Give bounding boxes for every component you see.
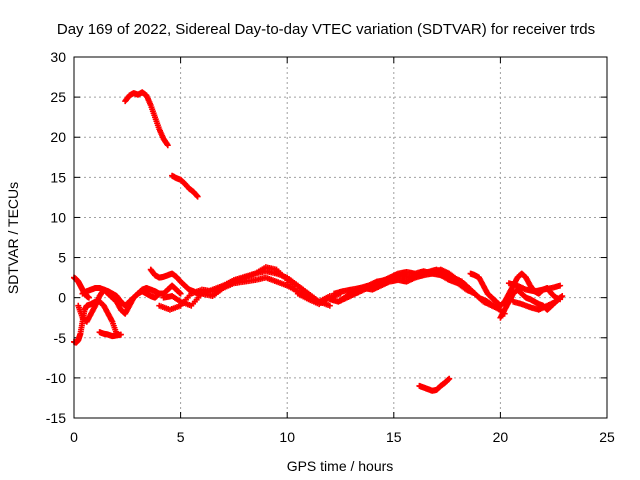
y-tick-label: 5 [58, 250, 66, 266]
x-tick-label: 0 [70, 429, 78, 445]
x-tick-label: 15 [386, 429, 402, 445]
y-tick-label: 30 [50, 49, 66, 65]
y-tick-label: 25 [50, 89, 66, 105]
y-axis-label: SDTVAR / TECUs [5, 182, 21, 294]
data-point [177, 290, 184, 297]
series-arc3 [96, 329, 124, 340]
y-tick-label: -15 [46, 410, 66, 426]
data-point [326, 302, 333, 309]
data-point [559, 293, 566, 300]
x-tick-label: 25 [599, 429, 615, 445]
x-tick-label: 10 [279, 429, 295, 445]
data-point [117, 331, 124, 338]
data-point [471, 290, 478, 297]
chart-title: Day 169 of 2022, Sidereal Day-to-day VTE… [57, 21, 595, 38]
data-point [557, 282, 564, 289]
series-arc14 [416, 375, 453, 394]
series-arc17 [505, 280, 564, 295]
series-arc13 [326, 270, 478, 305]
data-point [446, 375, 453, 382]
data-points [71, 89, 566, 394]
y-tick-label: 10 [50, 209, 66, 225]
axis-ticks: 0 5 10 15 20 25 -15 -10 -5 0 5 10 15 20 25 30 [46, 49, 615, 445]
plot-frame [73, 56, 608, 419]
series-arc6 [122, 89, 171, 149]
x-tick-label: 20 [493, 429, 509, 445]
data-point [85, 294, 92, 301]
series-arc10 [160, 274, 333, 309]
data-point [194, 193, 201, 200]
data-point [558, 293, 565, 300]
series-arc5 [79, 282, 184, 309]
y-tick-label: 15 [50, 169, 66, 185]
series-arc7 [169, 172, 201, 200]
y-tick-label: -10 [46, 370, 66, 386]
y-tick-label: 0 [58, 290, 66, 306]
series-arc18 [510, 293, 566, 313]
data-point [164, 142, 171, 149]
x-axis-label: GPS time / hours [287, 458, 394, 474]
y-tick-label: -5 [54, 330, 67, 346]
y-tick-label: 20 [50, 129, 66, 145]
x-tick-label: 5 [177, 429, 185, 445]
